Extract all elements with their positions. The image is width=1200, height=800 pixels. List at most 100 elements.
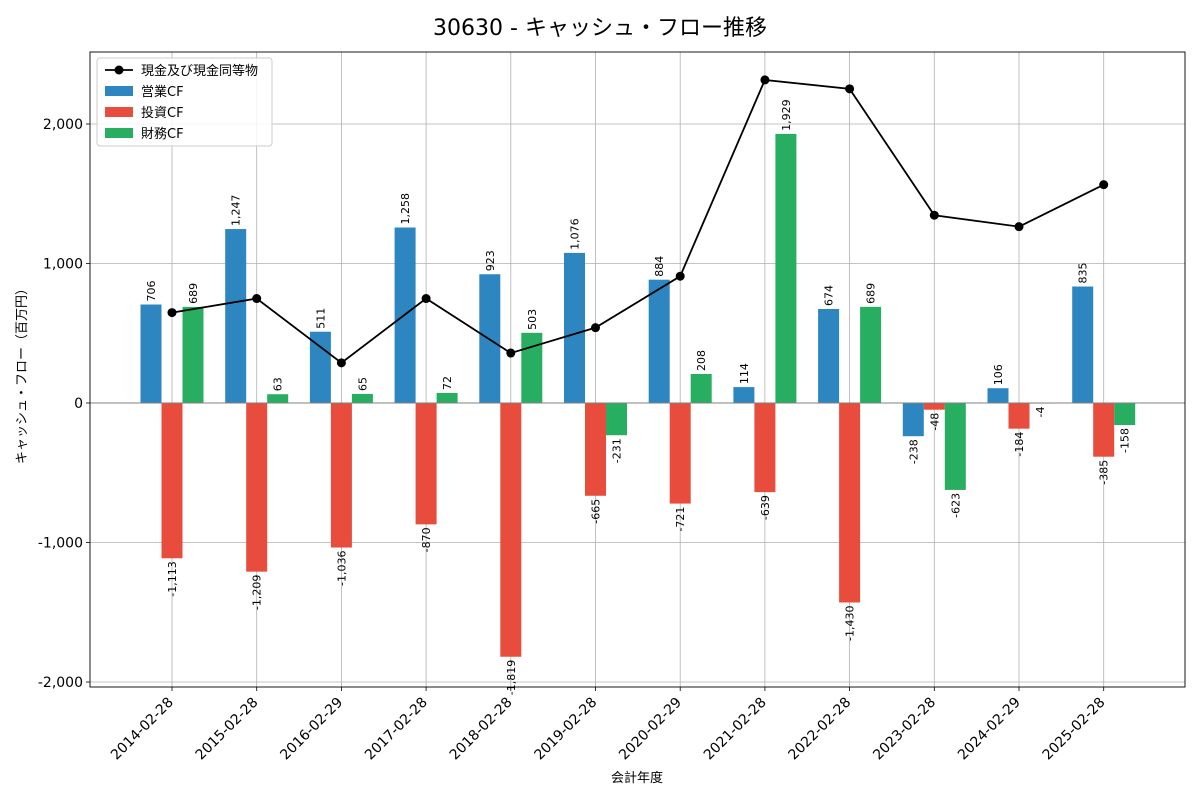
data-label: 674 <box>823 285 836 306</box>
data-label: 706 <box>145 281 158 302</box>
bar-営業CF <box>564 252 585 403</box>
chart-title: 30630 - キャッシュ・フロー推移 <box>433 16 767 41</box>
x-tick-label: 2016-02-29 <box>277 695 346 764</box>
y-axis-label: キャッシュ・フロー（百万円） <box>15 282 30 464</box>
bar-投資CF <box>415 403 437 525</box>
y-tick-label: -2,000 <box>38 675 83 691</box>
bar-投資CF <box>839 403 861 603</box>
data-label: 923 <box>484 250 497 271</box>
data-label: -639 <box>759 495 772 520</box>
y-tick-label: 2,000 <box>43 117 83 133</box>
data-label: 1,247 <box>230 195 243 227</box>
bar-営業CF <box>309 331 331 403</box>
data-label: -158 <box>1119 428 1132 453</box>
bar-投資CF <box>246 403 268 572</box>
data-label: 106 <box>992 364 1005 385</box>
bar-財務CF <box>521 332 543 403</box>
legend-swatch <box>105 107 133 117</box>
data-label: 689 <box>187 283 200 304</box>
cash-point <box>1014 222 1024 232</box>
x-tick-label: 2024-02-29 <box>955 695 1024 764</box>
legend-box <box>96 57 273 147</box>
x-tick-label: 2019-02-28 <box>531 695 600 764</box>
data-label: 1,076 <box>569 218 582 250</box>
data-label: -48 <box>928 413 941 431</box>
bar-投資CF <box>500 403 522 657</box>
plot-frame <box>89 51 1186 688</box>
x-tick-label: 2021-02-28 <box>701 695 770 764</box>
data-label: 511 <box>314 308 327 329</box>
bar-投資CF <box>754 403 776 493</box>
cash-point <box>252 294 262 304</box>
cash-point <box>506 348 516 358</box>
bar-営業CF <box>225 229 247 403</box>
data-label: -231 <box>611 438 624 463</box>
bar-財務CF <box>351 393 373 403</box>
cash-point <box>421 294 431 304</box>
data-label: -1,036 <box>335 551 348 586</box>
x-tick-label: 2018-02-28 <box>447 695 516 764</box>
bar-財務CF <box>182 306 204 403</box>
data-label: -4 <box>1034 407 1047 418</box>
bar-投資CF <box>669 403 691 504</box>
data-label: -665 <box>590 499 603 524</box>
cash-point <box>167 308 177 318</box>
cash-point <box>675 271 685 281</box>
data-label: 884 <box>653 256 666 277</box>
data-label: -238 <box>907 439 920 464</box>
bar-投資CF <box>1093 403 1115 457</box>
data-label: -721 <box>674 507 687 532</box>
legend-swatch <box>105 128 133 138</box>
bar-財務CF <box>860 306 882 403</box>
x-tick-label: 2015-02-28 <box>193 695 262 764</box>
data-label: 835 <box>1077 263 1090 284</box>
data-label: 65 <box>356 377 369 391</box>
bar-営業CF <box>648 279 670 403</box>
data-label: 1,929 <box>780 99 793 131</box>
bar-営業CF <box>733 387 755 403</box>
legend-label: 財務CF <box>141 127 184 142</box>
bar-財務CF <box>606 403 627 436</box>
bar-投資CF <box>161 403 183 559</box>
data-label: 208 <box>695 350 708 371</box>
x-tick-label: 2023-02-28 <box>870 695 939 764</box>
bar-series <box>140 133 1136 657</box>
cash-line-series <box>167 75 1109 368</box>
bar-財務CF <box>690 373 712 403</box>
legend-label: 投資CF <box>141 105 184 121</box>
cash-point <box>760 75 770 85</box>
bar-財務CF <box>944 403 966 490</box>
bar-投資CF <box>585 403 606 496</box>
data-label: 63 <box>272 377 285 391</box>
bar-財務CF <box>436 392 458 403</box>
legend-swatch <box>105 86 133 96</box>
bar-営業CF <box>818 308 840 403</box>
data-label: 689 <box>865 283 878 304</box>
cash-point <box>929 210 939 220</box>
data-label: -184 <box>1013 432 1026 457</box>
y-tick-label: -1,000 <box>38 536 83 552</box>
bar-投資CF <box>923 403 945 410</box>
data-label: -1,209 <box>251 575 264 610</box>
x-tick-label: 2025-02-28 <box>1040 695 1109 764</box>
cash-point <box>336 358 346 368</box>
data-labels: 706 1,247 511 1,258 923 1,076 884 114 674 -238 106… <box>145 99 1132 695</box>
bar-営業CF <box>140 304 162 403</box>
bar-投資CF <box>330 403 352 548</box>
bar-営業CF <box>902 403 924 437</box>
x-axis-label: 会計年度 <box>611 770 663 786</box>
data-label: 1,258 <box>399 193 412 225</box>
cash-point <box>845 84 855 94</box>
data-label: -385 <box>1098 460 1111 485</box>
bar-営業CF <box>987 388 1009 403</box>
bar-財務CF <box>1114 403 1136 426</box>
x-tick-label: 2014-02-28 <box>108 695 177 764</box>
data-label: 503 <box>526 309 539 330</box>
legend-label: 現金及び現金同等物 <box>141 63 258 79</box>
cash-point <box>591 323 600 333</box>
cash-point <box>1099 180 1109 190</box>
y-tick-label: 1,000 <box>43 257 83 273</box>
data-label: -1,430 <box>844 605 857 640</box>
data-label: 72 <box>441 376 454 390</box>
